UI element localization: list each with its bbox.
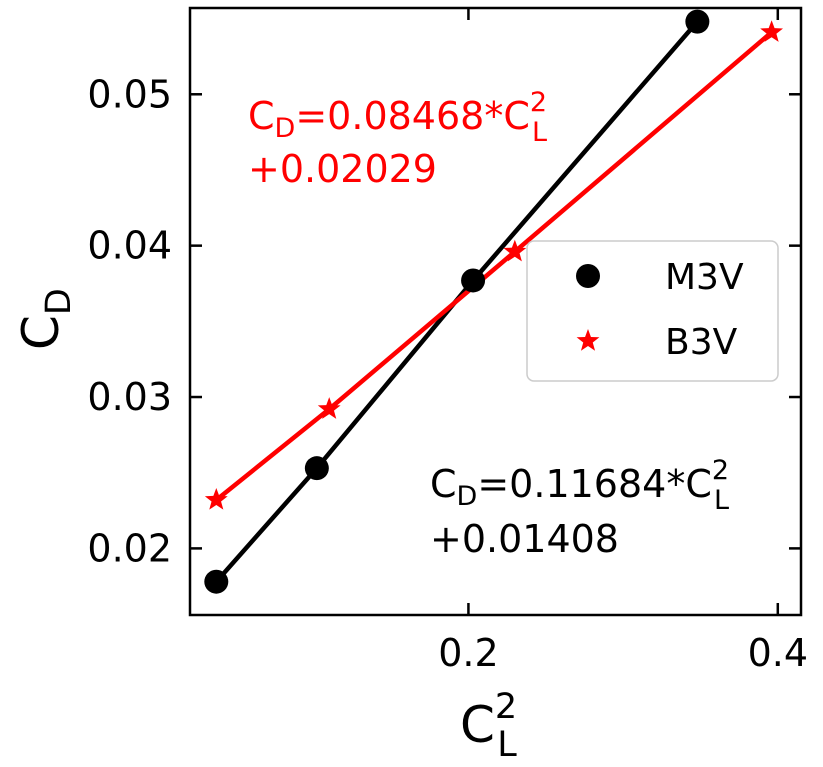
- fit-lines: [214, 20, 774, 584]
- y-axis-title-sub: D: [39, 288, 79, 315]
- svg-text:CD=0.08468*C2L: CD=0.08468*C2 L: [248, 87, 547, 148]
- data-point-b3v: [760, 20, 784, 42]
- y-tick-label: 0.04: [87, 224, 172, 268]
- series-line-m3v: [214, 20, 700, 584]
- y-axis-title: CD: [12, 288, 79, 350]
- data-point-b3v: [204, 487, 228, 510]
- legend-label-m3v: M3V: [665, 257, 744, 298]
- eq-b3v-prefix-sub: D: [275, 113, 296, 144]
- eq-b3v-sup: 2: [530, 87, 547, 118]
- x-tick-label: 0.4: [748, 631, 808, 675]
- eq-b3v-sub: L: [532, 117, 547, 148]
- eq-b3v-line2: +0.02029: [248, 147, 437, 191]
- data-point-m3v: [685, 9, 710, 34]
- data-point-m3v: [304, 456, 329, 481]
- legend-marker-b3v: [576, 329, 600, 351]
- x-axis-title-base: C: [460, 696, 495, 754]
- eq-m3v-prefix: C: [430, 462, 457, 506]
- tick-labels: 0.2 0.4 0.02 0.03 0.04 0.05: [87, 72, 808, 675]
- eq-m3v-sup: 2: [712, 455, 729, 486]
- data-point-m3v: [204, 569, 229, 594]
- data-point-m3v: [461, 268, 486, 293]
- equation-b3v: CD=0.08468*C2 L +0.02029: [248, 87, 547, 191]
- legend-label-b3v: B3V: [665, 322, 738, 363]
- data-point-b3v: [317, 397, 341, 419]
- y-axis-title-base: C: [12, 315, 70, 350]
- legend-marker-m3v: [576, 264, 600, 288]
- eq-m3v-prefix-sub: D: [457, 481, 478, 512]
- eq-m3v-line2: +0.01408: [430, 517, 619, 561]
- svg-text:CD=0.11684*C2L: CD=0.11684*C2 L: [430, 455, 729, 516]
- y-tick-label: 0.03: [87, 375, 172, 419]
- eq-m3v-body: =0.11684*C: [477, 462, 712, 506]
- series-line-b3v: [214, 30, 774, 502]
- x-tick-label: 0.2: [438, 631, 498, 675]
- x-axis-title: C2 L: [460, 687, 517, 765]
- eq-m3v-sub: L: [714, 485, 729, 516]
- eq-b3v-prefix: C: [248, 94, 275, 138]
- x-axis-title-sub: L: [497, 725, 517, 765]
- x-axis-title-sup: 2: [495, 687, 517, 727]
- markers: [204, 9, 784, 594]
- y-tick-label: 0.02: [87, 526, 172, 570]
- legend: M3V B3V: [526, 240, 779, 382]
- plot-frame: [188, 6, 803, 617]
- y-tick-label: 0.05: [87, 72, 172, 116]
- equation-m3v: CD=0.11684*C2 L +0.01408: [430, 455, 729, 561]
- data-point-b3v: [503, 239, 527, 262]
- eq-b3v-body: =0.08468*C: [295, 94, 530, 138]
- ticks: [190, 8, 801, 615]
